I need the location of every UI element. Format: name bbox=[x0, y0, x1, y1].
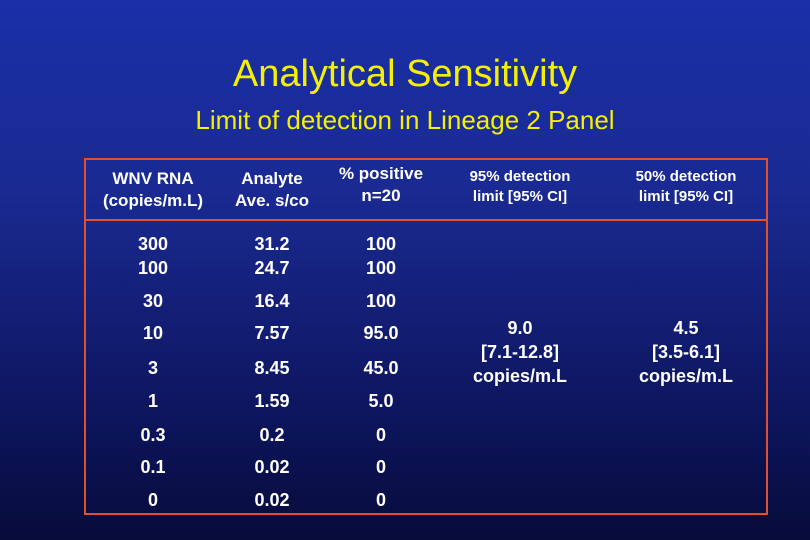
header-wnv-rna-line2: (copies/m.L) bbox=[102, 191, 204, 210]
header-50-detection-line1: 50% detection bbox=[635, 168, 737, 185]
limit-95-value: 9.0 [7.1-12.8] copies/m.L bbox=[446, 316, 594, 388]
slide-title: Analytical Sensitivity bbox=[232, 53, 578, 95]
table-cell-analyte: 0.02 bbox=[254, 490, 290, 510]
table-cell-positive: 100 bbox=[365, 291, 397, 311]
limit-50-estimate: 4.5 bbox=[673, 318, 699, 338]
header-95-detection-line1: 95% detection bbox=[469, 168, 571, 185]
table-cell-positive: 0 bbox=[375, 425, 386, 445]
header-95-detection-line2: limit [95% CI] bbox=[472, 188, 568, 205]
table-cell-analyte: 1.59 bbox=[254, 391, 290, 411]
limit-95-ci: [7.1-12.8] bbox=[480, 342, 560, 362]
table-cell-positive: 0 bbox=[375, 490, 386, 510]
limit-50-unit: copies/m.L bbox=[638, 366, 734, 386]
table-cell-rna: 300 bbox=[137, 234, 169, 254]
table-cell-positive: 0 bbox=[375, 457, 386, 477]
header-wnv-rna-line1: WNV RNA bbox=[112, 169, 194, 188]
table-cell-analyte: 0.2 bbox=[259, 425, 285, 445]
limit-50-ci: [3.5-6.1] bbox=[651, 342, 721, 362]
table-cell-positive: 5.0 bbox=[368, 391, 394, 411]
limit-50-value: 4.5 [3.5-6.1] copies/m.L bbox=[612, 316, 760, 388]
header-percent-positive: % positive n=20 bbox=[326, 163, 436, 207]
table-cell-positive: 95.0 bbox=[363, 323, 399, 343]
table-cell-analyte: 0.02 bbox=[254, 457, 290, 477]
table-cell-rna: 10 bbox=[142, 323, 164, 343]
header-percent-positive-line1: % positive bbox=[338, 164, 424, 183]
table-cell-analyte: 7.57 bbox=[254, 323, 290, 343]
table-cell-analyte: 24.7 bbox=[254, 258, 290, 278]
table-cell-rna: 100 bbox=[137, 258, 169, 278]
header-analyte-line2: Ave. s/co bbox=[234, 191, 310, 210]
table-cell-rna: 30 bbox=[142, 291, 164, 311]
table-cell-positive: 100 bbox=[365, 258, 397, 278]
header-wnv-rna: WNV RNA (copies/m.L) bbox=[90, 168, 216, 212]
header-analyte: Analyte Ave. s/co bbox=[218, 168, 326, 212]
table-cell-rna: 0 bbox=[147, 490, 158, 510]
limit-95-estimate: 9.0 bbox=[507, 318, 533, 338]
table-cell-analyte: 8.45 bbox=[254, 358, 290, 378]
limit-95-unit: copies/m.L bbox=[472, 366, 568, 386]
header-divider bbox=[84, 219, 768, 221]
table-cell-rna: 3 bbox=[147, 358, 158, 378]
table-cell-rna: 1 bbox=[147, 391, 158, 411]
header-analyte-line1: Analyte bbox=[241, 169, 303, 188]
table-cell-rna: 0.3 bbox=[140, 425, 166, 445]
table-cell-positive: 45.0 bbox=[363, 358, 399, 378]
table-cell-rna: 0.1 bbox=[140, 457, 166, 477]
slide-subtitle: Limit of detection in Lineage 2 Panel bbox=[195, 105, 615, 135]
header-50-detection: 50% detection limit [95% CI] bbox=[612, 167, 760, 207]
results-table-border bbox=[84, 158, 768, 515]
table-cell-analyte: 31.2 bbox=[254, 234, 290, 254]
header-50-detection-line2: limit [95% CI] bbox=[638, 188, 734, 205]
table-cell-analyte: 16.4 bbox=[254, 291, 290, 311]
table-cell-positive: 100 bbox=[365, 234, 397, 254]
header-percent-positive-line2: n=20 bbox=[361, 186, 401, 205]
header-95-detection: 95% detection limit [95% CI] bbox=[446, 167, 594, 207]
